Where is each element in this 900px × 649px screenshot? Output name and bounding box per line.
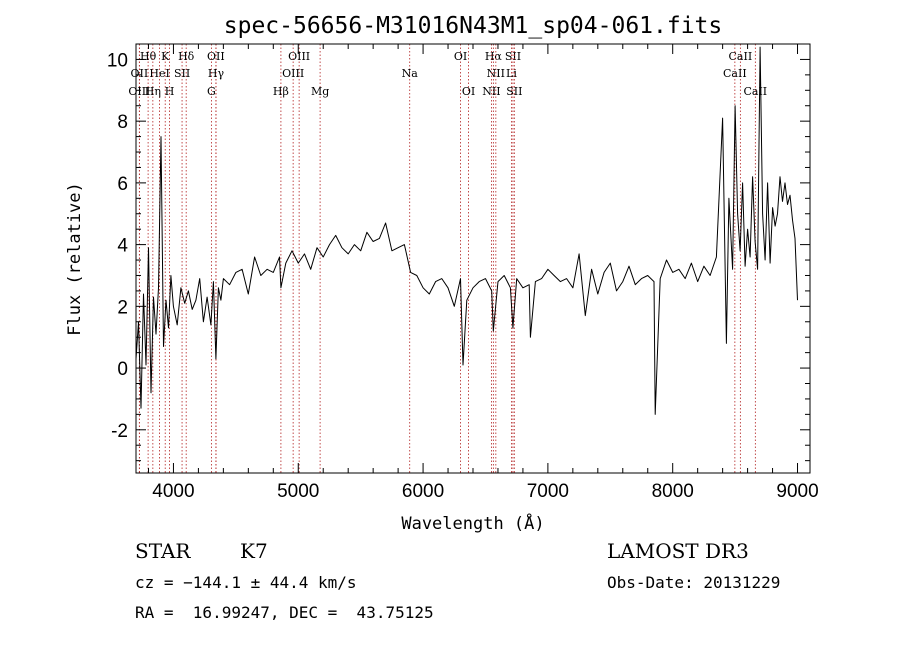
line-label-20: H: [165, 85, 175, 98]
line-label-1: K: [161, 50, 170, 63]
y-tick-label-5: 8: [117, 112, 128, 133]
line-label-8: CaII: [729, 50, 753, 63]
object-class: STAR: [135, 539, 191, 563]
plot-frame: [135, 43, 811, 474]
observation-date: Obs-Date: 20131229: [607, 573, 781, 592]
y-tick-label-1: 0: [117, 359, 128, 380]
chart-title: spec-56656-M31016N43M1_sp04-061.fits: [224, 13, 723, 39]
x-tick-label-2: 6000: [402, 481, 444, 502]
x-axis-label: Wavelength (Å): [401, 512, 544, 534]
line-label-27: CaII: [743, 85, 767, 98]
spectrum-series: [135, 46, 798, 415]
x-tick-label-3: 7000: [527, 481, 569, 502]
line-label-17: CaII: [723, 67, 747, 80]
line-label-6: Hα: [485, 50, 503, 63]
line-label-11: SII: [174, 67, 190, 80]
survey-name: LAMOST DR3: [607, 539, 749, 563]
x-tick-label-5: 9000: [776, 481, 818, 502]
line-label-14: Na: [402, 67, 419, 80]
y-tick-label-4: 6: [117, 174, 128, 195]
line-label-26: SII: [506, 85, 522, 98]
line-label-25: NII: [482, 85, 500, 98]
object-subclass: K7: [240, 539, 268, 563]
line-label-21: G: [207, 85, 216, 98]
y-tick-label-6: 10: [107, 50, 128, 71]
x-tick-label-0: 4000: [152, 481, 194, 502]
line-label-3: OII: [207, 50, 225, 63]
x-tick-label-1: 5000: [277, 481, 319, 502]
coordinates: RA = 16.99247, DEC = 43.75125: [135, 603, 434, 622]
y-tick-label-2: 2: [117, 297, 128, 318]
line-label-23: Mg: [311, 85, 329, 98]
x-tick-label-4: 8000: [652, 481, 694, 502]
line-label-24: OI: [462, 85, 475, 98]
line-label-0: Hθ: [140, 50, 157, 63]
line-label-5: OI: [454, 50, 467, 63]
line-label-13: OIII: [282, 67, 304, 80]
line-label-4: OIII: [288, 50, 310, 63]
line-label-7: SII: [505, 50, 521, 63]
y-tick-label-3: 4: [117, 236, 128, 257]
axes: 4000 5000 6000 7000 8000 9000 -2 0 2 4 6 8 10: [107, 44, 819, 502]
line-label-2: Hδ: [178, 50, 195, 63]
line-label-15: NII: [487, 67, 505, 80]
line-label-22: Hβ: [273, 85, 289, 98]
redshift-velocity: cz = −144.1 ± 44.4 km/s: [135, 573, 357, 592]
line-label-16: Li: [506, 67, 517, 80]
y-tick-label-0: -2: [111, 421, 128, 442]
line-label-19: Hη: [145, 85, 161, 98]
y-axis-label: Flux (relative): [65, 182, 85, 336]
line-label-10: HeI: [149, 67, 169, 80]
spectrum-line-0: [135, 46, 798, 415]
line-label-18: OIII: [128, 85, 150, 98]
line-label-12: Hγ: [208, 67, 225, 80]
